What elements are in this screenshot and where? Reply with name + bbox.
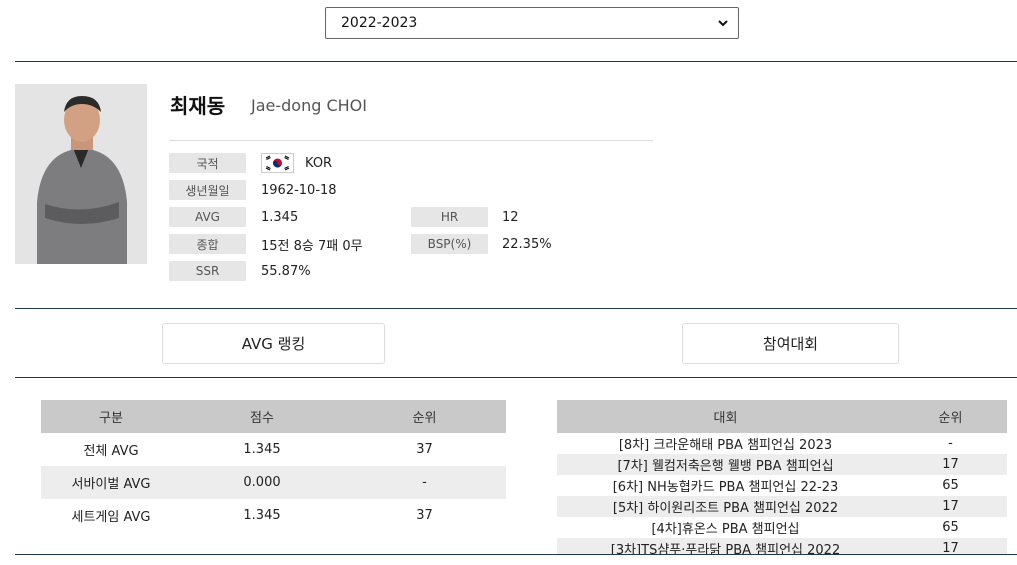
table-cell: - <box>948 436 953 451</box>
table-cell: 17 <box>942 457 959 472</box>
table-cell: 1.345 <box>243 442 281 457</box>
table-row[interactable]: [3차]TS샴푸·푸라닭 PBA 챔피언십 2022 17 <box>557 538 1007 555</box>
table-cell: 65 <box>942 478 959 493</box>
table-row: 서바이벌 AVG 0.000 - <box>41 466 506 499</box>
table-cell: 0.000 <box>243 475 281 490</box>
birth-label: 생년월일 <box>169 180 246 200</box>
record-label: 종합 <box>169 234 246 254</box>
column-header: 순위 <box>412 411 437 426</box>
divider-bottom <box>15 554 1017 555</box>
table-row[interactable]: [7차] 웰컴저축은행 웰뱅 PBA 챔피언십 17 <box>557 454 1007 475</box>
table-cell: [4차]휴온스 PBA 챔피언십 <box>651 522 800 537</box>
table-row[interactable]: [6차] NH농협카드 PBA 챔피언십 22-23 65 <box>557 475 1007 496</box>
table-cell: 세트게임 AVG <box>71 510 151 525</box>
record-value: 15전 8승 7패 0무 <box>261 238 363 254</box>
table-cell: 전체 AVG <box>83 444 139 459</box>
table-cell: [6차] NH농협카드 PBA 챔피언십 22-23 <box>612 480 839 495</box>
player-name-english: Jae-dong CHOI <box>251 96 367 115</box>
korea-flag-icon <box>261 153 294 173</box>
avg-label: AVG <box>169 207 246 227</box>
tab-avg-ranking[interactable]: AVG 랭킹 <box>162 323 385 364</box>
hr-value: 12 <box>502 209 519 225</box>
birth-value: 1962-10-18 <box>261 182 337 198</box>
table-cell: 37 <box>416 508 433 523</box>
bsp-label: BSP(%) <box>411 234 488 254</box>
hr-label: HR <box>411 207 488 227</box>
ssr-value: 55.87% <box>261 263 311 279</box>
player-photo <box>15 84 147 264</box>
table-header: 구분 점수 순위 <box>41 400 506 433</box>
column-header: 점수 <box>250 411 274 426</box>
column-header: 순위 <box>938 411 963 426</box>
divider-top <box>15 61 1017 62</box>
table-cell: 17 <box>942 541 959 555</box>
name-divider <box>169 140 653 141</box>
table-cell: 37 <box>416 442 433 457</box>
table-cell: 서바이벌 AVG <box>71 477 151 492</box>
column-header: 대회 <box>713 411 738 426</box>
nationality-label: 국적 <box>169 153 246 173</box>
table-row: 전체 AVG 1.345 37 <box>41 433 506 466</box>
ssr-label: SSR <box>169 261 246 281</box>
table-cell: - <box>422 475 427 490</box>
table-row: 세트게임 AVG 1.345 37 <box>41 499 506 532</box>
table-cell: [5차] 하이원리조트 PBA 챔피언십 2022 <box>612 501 839 516</box>
table-cell: [7차] 웰컴저축은행 웰뱅 PBA 챔피언십 <box>617 459 834 474</box>
chevron-down-icon <box>718 20 728 27</box>
table-cell: 65 <box>942 520 959 535</box>
bsp-value: 22.35% <box>502 236 552 252</box>
divider-middle <box>15 308 1017 309</box>
tournament-table[interactable]: 대회 순위 [8차] 크라운해태 PBA 챔피언십 2023 - [7차] 웰컴… <box>557 400 1007 555</box>
divider-tabs <box>15 377 1017 378</box>
column-header: 구분 <box>99 411 123 426</box>
table-cell: 17 <box>942 499 959 514</box>
tab-tournaments[interactable]: 참여대회 <box>682 323 899 364</box>
table-row[interactable]: [8차] 크라운해태 PBA 챔피언십 2023 - <box>557 433 1007 454</box>
table-header: 대회 순위 <box>557 400 1007 433</box>
table-row[interactable]: [4차]휴온스 PBA 챔피언십 65 <box>557 517 1007 538</box>
nationality-value: KOR <box>305 155 333 171</box>
table-cell: [3차]TS샴푸·푸라닭 PBA 챔피언십 2022 <box>610 543 841 555</box>
player-name-korean: 최재동 <box>170 94 226 118</box>
table-cell: [8차] 크라운해태 PBA 챔피언십 2023 <box>618 438 833 453</box>
avg-ranking-table: 구분 점수 순위 전체 AVG 1.345 37 서바이벌 AVG 0.000 … <box>41 400 506 532</box>
table-cell: 1.345 <box>243 508 281 523</box>
avg-value: 1.345 <box>261 209 299 225</box>
season-select-value: 2022-2023 <box>341 15 418 31</box>
table-row[interactable]: [5차] 하이원리조트 PBA 챔피언십 2022 17 <box>557 496 1007 517</box>
season-select[interactable]: 2022-2023 <box>325 7 739 39</box>
